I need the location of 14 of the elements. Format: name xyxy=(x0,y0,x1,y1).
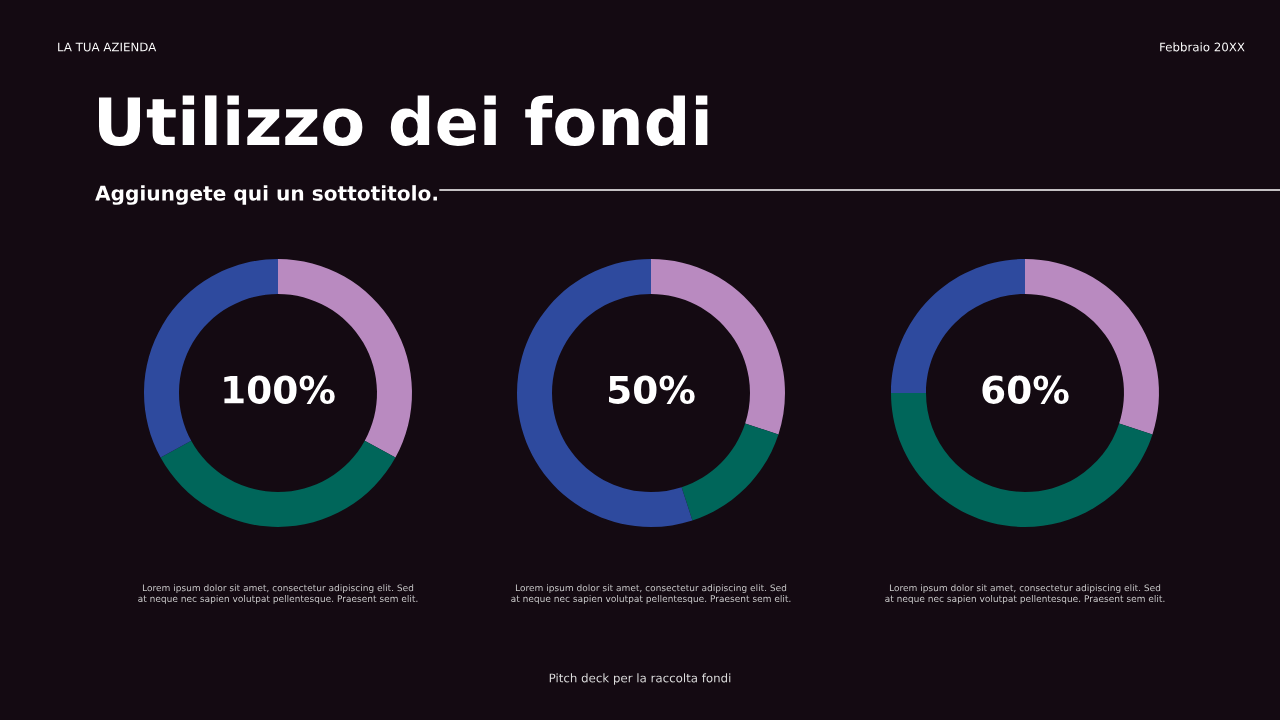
chart-title: Utilizzo dei fondi xyxy=(99,95,708,146)
donut-slice xyxy=(160,440,396,527)
text: Febbraio 20XX xyxy=(1160,42,1245,52)
donut-slice xyxy=(517,259,693,527)
text: Lorem ipsum dolor sit amet, consectetur adipiscing elit. Sed at neque nec sapien volutpat pellentesque. Praesent sem elit. xyxy=(138,584,418,604)
text: Pitch deck per la raccolta fondi xyxy=(549,673,731,685)
chart-subtitle: Aggiungete qui un sottotitolo. xyxy=(95,185,437,205)
text: LA TUA AZIENDA xyxy=(58,42,157,52)
donut-slice xyxy=(681,423,779,521)
text: 50% xyxy=(609,375,695,404)
text: 100% xyxy=(224,375,335,404)
text: Lorem ipsum dolor sit amet, consectetur adipiscing elit. Sed at neque nec sapien volutpat pellentesque. Praesent sem elit. xyxy=(511,584,791,604)
text: 60% xyxy=(982,375,1069,404)
text: Lorem ipsum dolor sit amet, consectetur adipiscing elit. Sed at neque nec sapien volutpat pellentesque. Praesent sem elit. xyxy=(885,584,1165,604)
